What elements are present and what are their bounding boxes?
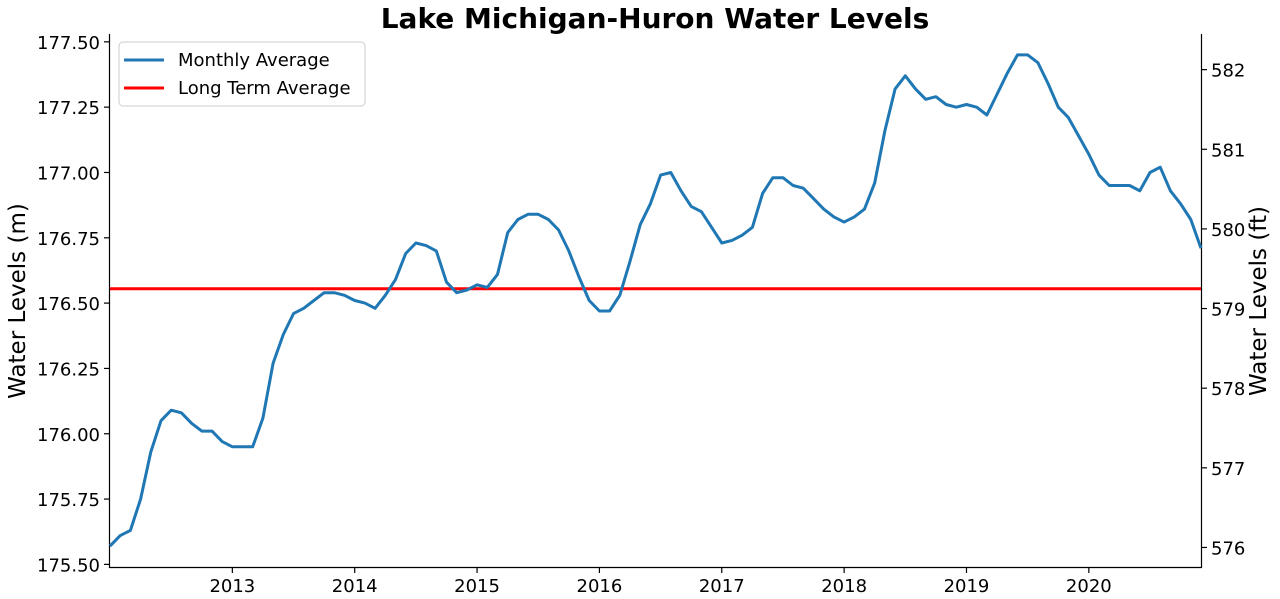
monthly-average-line: [108, 53, 1203, 548]
x-axis-ticks: 2013 2014 2015 2016 2017 2018 2019 2020: [209, 567, 1112, 597]
legend-box: [118, 41, 366, 107]
x-tick-label: 2016: [577, 576, 623, 597]
plot-area: 2013 2014 2015 2016 2017 2018 2019 2020 175.501…: [37, 33, 1245, 597]
y-tick-label: 176.50: [37, 294, 100, 315]
y-axis-right-ticks: 576 577 578 579 580 581 582: [1201, 61, 1245, 559]
x-tick-label: 2017: [699, 576, 745, 597]
y-right-tick-label: 577: [1211, 459, 1245, 480]
y-tick-label: 175.50: [37, 555, 100, 576]
y-right-tick-label: 576: [1211, 538, 1245, 559]
y-tick-label: 176.25: [37, 359, 100, 380]
legend-label-monthly-average: Monthly Average: [178, 50, 330, 71]
y-right-tick-label: 578: [1211, 379, 1245, 400]
x-tick-label: 2018: [821, 576, 867, 597]
y-tick-label: 176.00: [37, 425, 100, 446]
legend-label-long-term-average: Long Term Average: [178, 78, 351, 99]
y-axis-left-ticks: 175.50 175.75 176.00 176.25 176.50 176.75 177.…: [37, 33, 110, 576]
y-right-tick-label: 581: [1211, 140, 1245, 161]
y-axis-left-label: Water Levels (m): [5, 203, 31, 399]
y-tick-label: 176.75: [37, 229, 100, 250]
y-right-tick-label: 579: [1211, 300, 1245, 321]
y-axis-right-label: Water Levels (ft): [1246, 206, 1272, 396]
y-tick-label: 175.75: [37, 490, 100, 511]
y-tick-label: 177.50: [37, 33, 100, 54]
y-tick-label: 177.25: [37, 98, 100, 119]
x-tick-label: 2013: [209, 576, 255, 597]
legend: Monthly Average Long Term Average: [118, 41, 366, 107]
x-tick-label: 2020: [1066, 576, 1112, 597]
chart-title: Lake Michigan-Huron Water Levels: [381, 2, 930, 35]
x-tick-label: 2015: [454, 576, 500, 597]
x-tick-label: 2014: [332, 576, 378, 597]
y-right-tick-label: 580: [1211, 220, 1245, 241]
x-tick-label: 2019: [944, 576, 990, 597]
y-right-tick-label: 582: [1211, 61, 1245, 82]
y-tick-label: 177.00: [37, 163, 100, 184]
